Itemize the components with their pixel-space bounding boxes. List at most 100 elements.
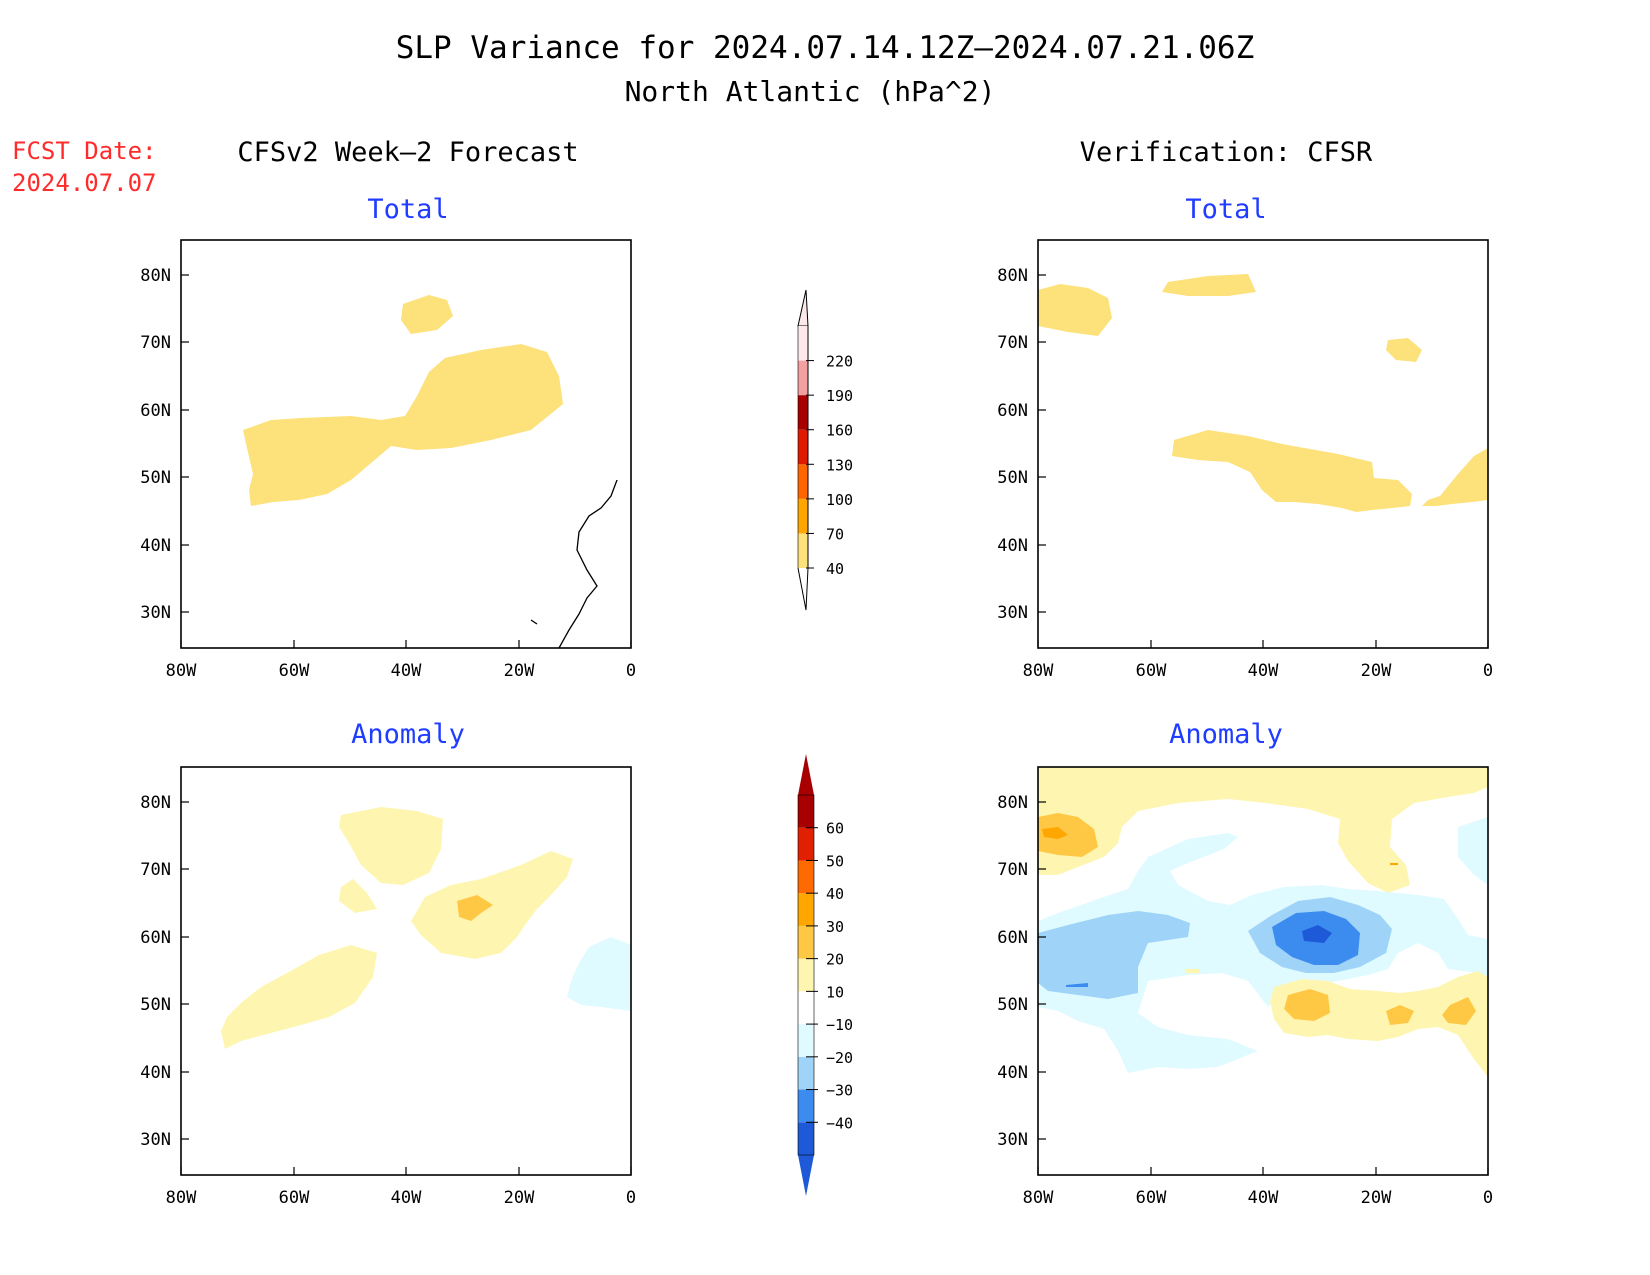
colorbar-anomaly-swatch — [798, 925, 814, 959]
axes-layer: 80W 60W 40W 20W 0 80N 70N 60N 50N 40N 30N 80W 60W 40W… — [140, 266, 1493, 1208]
lat-tick-label: 50N — [997, 468, 1028, 488]
panel-title-verification-anomaly: Anomaly — [1169, 719, 1283, 750]
shade-neg-20-30 — [1038, 911, 1190, 999]
colorbar-total-swatch — [798, 498, 808, 534]
colorbar-anomaly-label: −40 — [826, 1114, 853, 1132]
shade-40-70 — [1172, 430, 1412, 512]
lat-tick-label: 60N — [997, 928, 1028, 948]
shade-20-30 — [1284, 989, 1330, 1021]
lon-tick-label: 60W — [1136, 1188, 1167, 1208]
colorbar-anomaly-label: 40 — [826, 885, 844, 903]
colorbar-anomaly-swatch — [798, 958, 814, 992]
colorbar-anomaly-swatch — [798, 1056, 814, 1090]
shade-neg-10-20 — [567, 937, 631, 1011]
colorbar-anomaly-swatch — [798, 991, 814, 1025]
colorbar-anomaly-frame — [797, 794, 815, 1156]
lon-tick-label: 40W — [1248, 1188, 1279, 1208]
column-title-forecast: CFSv2 Week–2 Forecast — [237, 137, 578, 168]
column-title-verification: Verification: CFSR — [1080, 137, 1373, 168]
colorbar-total-swatch — [798, 326, 808, 361]
colorbar-total-swatch — [798, 429, 808, 465]
panel-title-forecast-anomaly: Anomaly — [351, 719, 465, 750]
lat-tick-label: 60N — [140, 401, 171, 421]
colorbar-anomaly-label: −10 — [826, 1016, 853, 1034]
lat-tick-label: 60N — [140, 928, 171, 948]
lat-tick-label: 30N — [140, 1130, 171, 1150]
colorbar-anomaly-swatch — [798, 893, 814, 926]
colorbar-anomaly-label: 30 — [826, 918, 844, 936]
panel-title-forecast-total: Total — [367, 194, 448, 225]
colorbar-anomaly-swatch — [798, 860, 814, 894]
colorbar-anomaly-swatch — [798, 1024, 814, 1057]
colorbar-anomaly: −40 −30 −20 −10 10 20 30 40 50 60 — [797, 754, 853, 1196]
lon-tick-label: 0 — [1483, 661, 1493, 681]
lat-tick-label: 80N — [997, 793, 1028, 813]
fcst-date-value: 2024.07.07 — [12, 169, 157, 197]
colorbar-total-label: 100 — [826, 491, 853, 509]
lon-tick-label: 80W — [166, 661, 197, 681]
fcst-date-label: FCST Date: — [12, 137, 157, 165]
colorbar-total-cap-top — [797, 289, 809, 327]
shade-20-30 — [1442, 997, 1476, 1025]
shade-20-30 — [457, 895, 493, 921]
colorbar-total: 40 70 100 130 160 190 220 — [797, 289, 853, 611]
shade-40-70 — [1038, 284, 1112, 336]
lat-tick-label: 80N — [997, 266, 1028, 286]
colorbar-anomaly-label: 50 — [826, 852, 844, 870]
shade-10-20 — [1038, 767, 1488, 893]
lat-tick-label: 70N — [140, 333, 171, 353]
colorbar-total-label: 70 — [826, 525, 844, 543]
lon-tick-label: 80W — [1023, 661, 1054, 681]
colorbar-total-label: 160 — [826, 422, 853, 440]
shade-10-20 — [1186, 969, 1200, 973]
colorbar-anomaly-cap-bottom — [798, 1155, 814, 1196]
lon-tick-label: 40W — [391, 1188, 422, 1208]
lat-tick-label: 40N — [997, 1063, 1028, 1083]
lon-tick-label: 80W — [1023, 1188, 1054, 1208]
shade-40-70 — [1422, 448, 1488, 506]
lat-tick-label: 50N — [140, 995, 171, 1015]
colorbar-anomaly-label: 10 — [826, 983, 844, 1001]
shade-40-70 — [1386, 338, 1422, 362]
colorbar-anomaly-swatch — [798, 827, 814, 861]
lon-tick-label: 0 — [626, 661, 636, 681]
colorbar-total-label: 220 — [826, 353, 853, 371]
lat-tick-label: 50N — [140, 468, 171, 488]
lat-tick-label: 70N — [997, 860, 1028, 880]
lat-tick-label: 60N — [997, 401, 1028, 421]
lat-tick-label: 80N — [140, 793, 171, 813]
lon-tick-label: 0 — [626, 1188, 636, 1208]
shade-30-40 — [1042, 827, 1068, 839]
colorbar-anomaly-label: 60 — [826, 820, 844, 838]
colorbar-total-swatch — [798, 360, 808, 396]
lon-tick-label: 60W — [279, 1188, 310, 1208]
map-panel-forecast-anomaly — [180, 766, 632, 1176]
shade-40-70 — [401, 295, 453, 334]
main-title: SLP Variance for 2024.07.14.12Z–2024.07.… — [396, 30, 1255, 66]
colorbar-anomaly-label: 20 — [826, 951, 844, 969]
lon-tick-label: 20W — [504, 1188, 535, 1208]
lat-tick-label: 50N — [997, 995, 1028, 1015]
lon-tick-label: 60W — [1136, 661, 1167, 681]
shade-20-30 — [1390, 863, 1398, 865]
colorbar-anomaly-label: −30 — [826, 1082, 853, 1100]
colorbar-anomaly-label: −20 — [826, 1049, 853, 1067]
shade-40-70 — [1162, 274, 1256, 296]
colorbar-total-label: 190 — [826, 387, 853, 405]
lon-tick-label: 40W — [1248, 661, 1279, 681]
colorbar-total-cap-bottom — [797, 567, 809, 611]
main-subtitle: North Atlantic (hPa^2) — [625, 75, 996, 108]
shade-10-20 — [1270, 971, 1488, 1077]
colorbar-anomaly-cap-top — [798, 754, 814, 795]
lat-tick-label: 70N — [997, 333, 1028, 353]
shade-neg-40 — [1302, 925, 1332, 943]
lon-tick-label: 20W — [504, 661, 535, 681]
shade-10-20 — [339, 879, 377, 913]
colorbar-total-label: 40 — [826, 560, 844, 578]
lat-tick-label: 30N — [997, 603, 1028, 623]
map-panel-verification-total — [1037, 239, 1489, 649]
lat-tick-label: 70N — [140, 860, 171, 880]
lon-tick-label: 20W — [1361, 661, 1392, 681]
lon-tick-label: 0 — [1483, 1188, 1493, 1208]
